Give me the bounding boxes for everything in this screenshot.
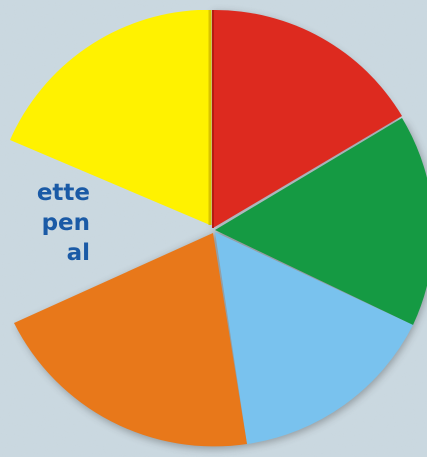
wheel-segment-red (213, 9, 402, 229)
side-text-line-1: ette (36, 180, 90, 206)
wheel-segment-yellow (10, 10, 210, 225)
wheel-segment-orange (14, 233, 247, 447)
side-text-line-2: pen (41, 210, 90, 236)
wheel-segment-green (215, 118, 427, 325)
side-text-line-3: al (66, 240, 90, 266)
side-text: ette pen al (0, 178, 90, 268)
wheel-segment-blue (215, 232, 413, 444)
color-wheel (10, 9, 427, 447)
